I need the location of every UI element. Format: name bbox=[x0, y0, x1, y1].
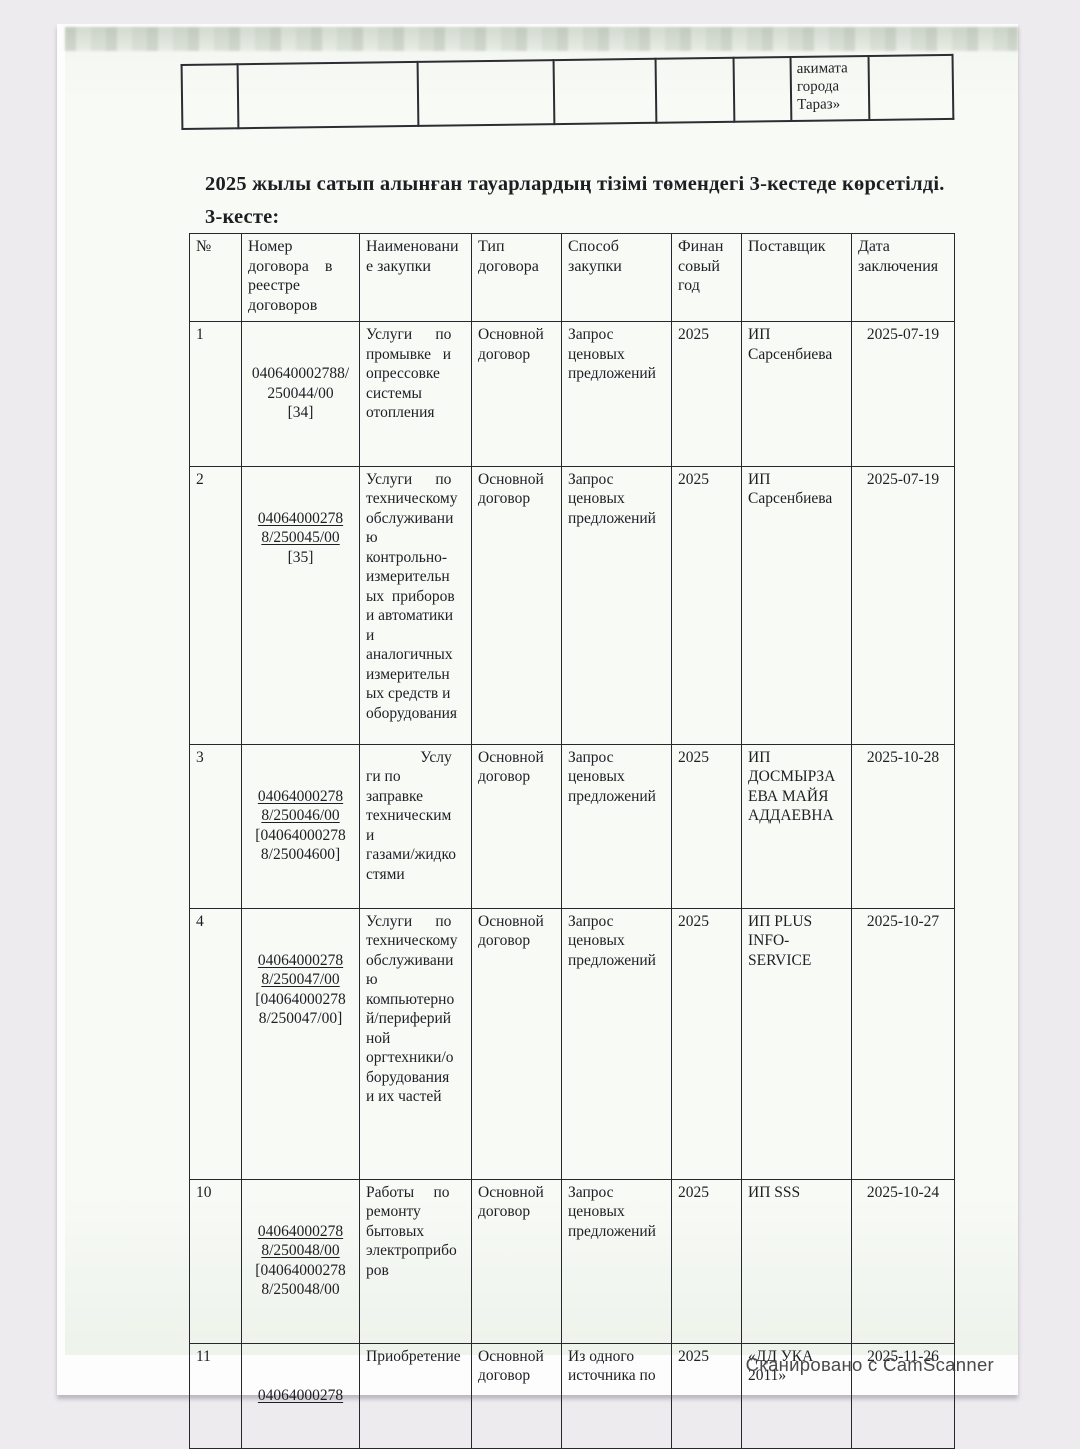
cell-empty bbox=[655, 57, 735, 123]
cell-method: Запрос ценовых предложений bbox=[561, 465, 672, 745]
cell-date: 2025-10-28 bbox=[851, 743, 955, 909]
cell-date: 2025-07-19 bbox=[851, 321, 955, 467]
cell-supplier: ИП SSS bbox=[741, 1178, 852, 1344]
cell-empty bbox=[733, 57, 792, 122]
contract-number: [04064000278 8/250047/00] bbox=[255, 990, 346, 1028]
contract-number-underlined: 04064000278 8/250046/00 bbox=[257, 787, 344, 825]
cell-date: 2025-10-24 bbox=[851, 1178, 955, 1344]
cell-name: Услуги по техническому обслуживани ю кон… bbox=[359, 465, 472, 745]
cell-contract: 04064000278 8/250047/00 [04064000278 8/25… bbox=[241, 907, 360, 1180]
contract-number-underlined: 04064000278 bbox=[257, 1386, 344, 1404]
cell-type: Основной договор bbox=[471, 465, 562, 745]
cell-year: 2025 bbox=[671, 907, 742, 1180]
cell-akimat: акимата города Тараз» bbox=[790, 55, 870, 122]
cell-contract: 04064000278 8/250048/00 [04064000278 8/25… bbox=[241, 1178, 360, 1344]
cell-name: Услуги по техническому обслуживани ю ком… bbox=[359, 907, 472, 1180]
cell-num: 1 bbox=[189, 321, 242, 467]
heading-line-1: 2025 жылы сатып алынған тауарлардың тізі… bbox=[205, 173, 945, 195]
cell-year: 2025 bbox=[671, 1342, 742, 1449]
heading-line-2: 3-кесте: bbox=[205, 206, 280, 228]
cell-name: Работы по ремонту бытовых электроприбо р… bbox=[359, 1178, 472, 1344]
contract-number-underlined: 04064000278 8/250048/00 bbox=[257, 1222, 344, 1260]
camscanner-watermark: Сканировано с CamScanner bbox=[745, 1354, 994, 1375]
cell-num: 2 bbox=[189, 465, 242, 745]
header-num: № bbox=[189, 233, 242, 322]
table-row: 3 04064000278 8/250046/00 [04064000278 8/… bbox=[189, 743, 955, 909]
cell-num: 3 bbox=[189, 743, 242, 909]
scanned-page: акимата города Тараз» 2025 жылы сатып ал… bbox=[57, 24, 1018, 1449]
cell-contract: 04064000278 8/250045/00 [35] bbox=[241, 465, 360, 745]
cell-empty bbox=[553, 58, 657, 125]
cell-method: Запрос ценовых предложений bbox=[561, 743, 672, 909]
contract-number: [04064000278 8/25004600] bbox=[255, 826, 346, 864]
cell-supplier: ИП ДОСМЫРЗА ЕВА МАЙЯ АДДАЕВНА bbox=[741, 743, 852, 909]
table-row: 2 04064000278 8/250045/00 [35] Услуги по … bbox=[189, 465, 955, 745]
cell-name: Услу ги по заправке техническим и газами… bbox=[359, 743, 472, 909]
header-date: Дата заключения bbox=[851, 233, 955, 322]
header-type: Тип договора bbox=[471, 233, 562, 322]
header-method: Способ закупки bbox=[561, 233, 672, 322]
cell-method: Запрос ценовых предложений bbox=[561, 321, 672, 467]
contract-number: 040640002788/ 250044/00 [34] bbox=[251, 365, 350, 421]
header-contract: Номер договора в реестре договоров bbox=[241, 233, 360, 322]
scan-top-edge-artifact bbox=[65, 27, 1018, 51]
cell-date: 2025-10-27 bbox=[851, 907, 955, 1180]
table-row: акимата города Тараз» bbox=[181, 54, 954, 129]
cell-supplier: ИП Сарсенбиева bbox=[741, 465, 852, 745]
cell-empty bbox=[181, 64, 239, 129]
cell-year: 2025 bbox=[671, 743, 742, 909]
procurement-table: № Номер договора в реестре договоров Наи… bbox=[189, 233, 955, 1449]
cell-type: Основной договор bbox=[471, 743, 562, 909]
cell-empty bbox=[868, 54, 954, 120]
header-year: Финан совый год bbox=[671, 233, 742, 322]
cell-num: 4 bbox=[189, 907, 242, 1180]
contract-number-underlined: 04064000278 8/250045/00 bbox=[257, 509, 344, 547]
cell-method: Запрос ценовых предложений bbox=[561, 1178, 672, 1344]
cell-name: Услуги по промывке и опрессовке системы … bbox=[359, 321, 472, 467]
cell-supplier: ИП PLUS INFO- SERVICE bbox=[741, 907, 852, 1180]
cell-year: 2025 bbox=[671, 465, 742, 745]
table-row: 4 04064000278 8/250047/00 [04064000278 8/… bbox=[189, 907, 955, 1180]
contract-number-underlined: 04064000278 8/250047/00 bbox=[257, 951, 344, 989]
header-supplier: Поставщик bbox=[741, 233, 852, 322]
cell-num: 10 bbox=[189, 1178, 242, 1344]
cell-method: Запрос ценовых предложений bbox=[561, 907, 672, 1180]
section-heading: 2025 жылы сатып алынған тауарлардың тізі… bbox=[205, 168, 1005, 234]
table-row: 10 04064000278 8/250048/00 [04064000278 8… bbox=[189, 1178, 955, 1344]
cell-num: 11 bbox=[189, 1342, 242, 1449]
contract-number: [04064000278 8/250048/00 bbox=[255, 1261, 346, 1299]
cell-year: 2025 bbox=[671, 1178, 742, 1344]
cell-empty bbox=[417, 60, 555, 126]
table-header-row: № Номер договора в реестре договоров Наи… bbox=[189, 233, 955, 322]
cell-contract: 04064000278 8/250046/00 [04064000278 8/25… bbox=[241, 743, 360, 909]
cell-type: Основной договор bbox=[471, 1178, 562, 1344]
header-name: Наименовани е закупки bbox=[359, 233, 472, 322]
top-partial-table: акимата города Тараз» bbox=[181, 54, 955, 130]
cell-name: Приобретение bbox=[359, 1342, 472, 1449]
cell-contract: 04064000278 bbox=[241, 1342, 360, 1449]
cell-supplier: ИП Сарсенбиева bbox=[741, 321, 852, 467]
table-row: 1 040640002788/ 250044/00 [34] Услуги по… bbox=[189, 321, 955, 467]
cell-method: Из одного источника по bbox=[561, 1342, 672, 1449]
cell-type: Основной договор bbox=[471, 907, 562, 1180]
cell-contract: 040640002788/ 250044/00 [34] bbox=[241, 321, 360, 467]
cell-year: 2025 bbox=[671, 321, 742, 467]
cell-type: Основной договор bbox=[471, 1342, 562, 1449]
cell-date: 2025-07-19 bbox=[851, 465, 955, 745]
cell-type: Основной договор bbox=[471, 321, 562, 467]
contract-number: [35] bbox=[287, 548, 314, 566]
cell-empty bbox=[237, 61, 419, 129]
akimat-text: акимата города Тараз» bbox=[796, 60, 848, 113]
